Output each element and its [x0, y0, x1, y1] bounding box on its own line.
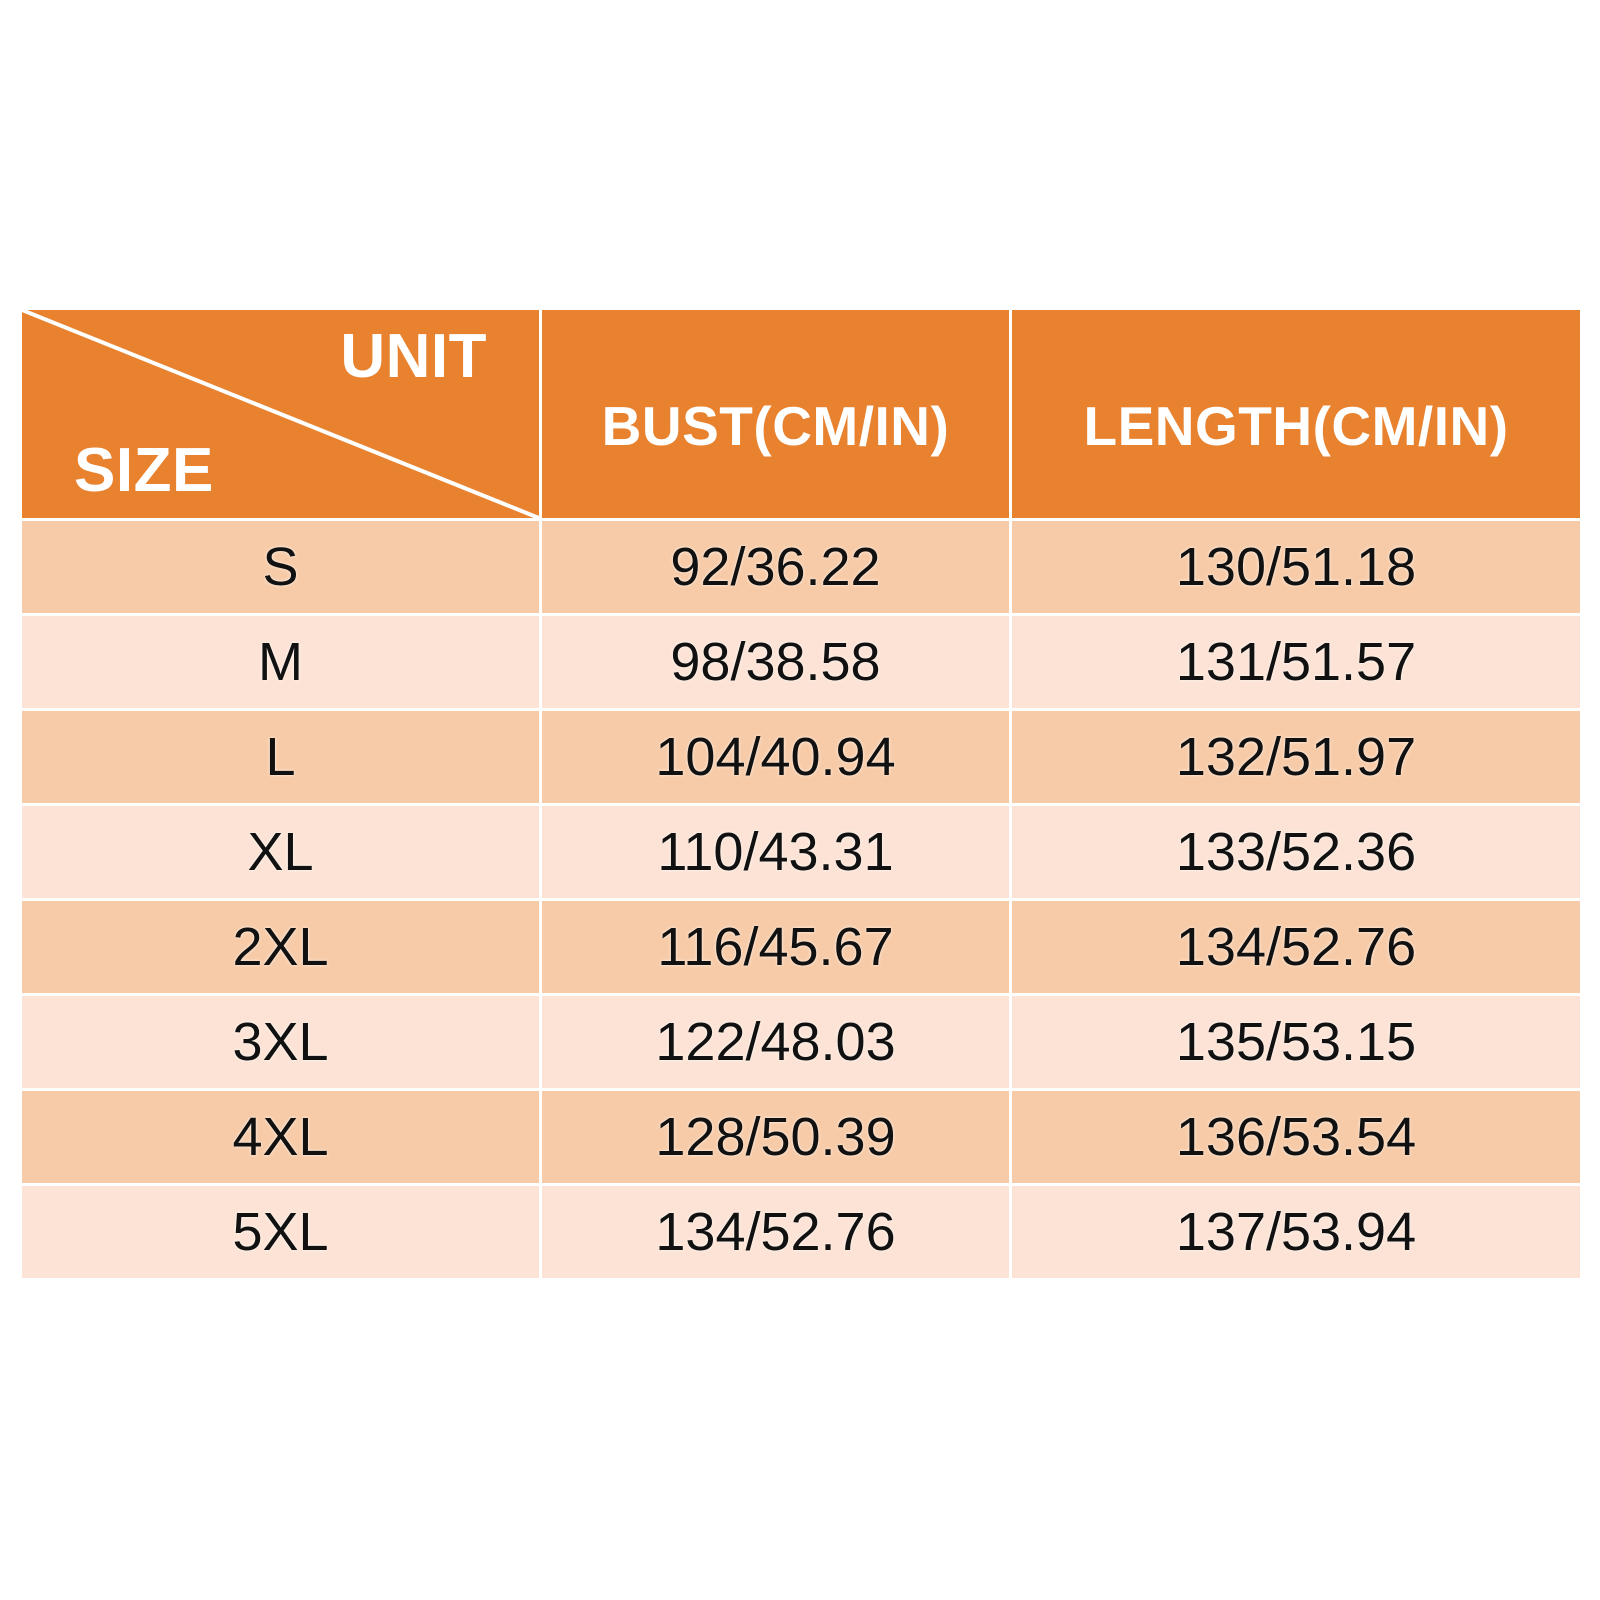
table-row: L 104/40.94 132/51.97	[22, 711, 1580, 806]
cell-size: 3XL	[22, 996, 542, 1091]
bust-value: 110/43.31	[657, 822, 894, 882]
length-value: 137/53.94	[1175, 1202, 1417, 1262]
cell-bust: 116/45.67	[542, 901, 1012, 996]
bust-value: 128/50.39	[655, 1107, 896, 1167]
header-bust-label: BUST(CM/IN)	[601, 394, 950, 457]
length-value: 133/52.36	[1175, 822, 1417, 882]
size-value: M	[258, 632, 303, 692]
size-value: 3XL	[232, 1012, 329, 1072]
size-chart-table: UNIT SIZE BUST(CM/IN) LENGTH(CM/IN) S 92…	[22, 310, 1580, 1278]
cell-length: 136/53.54	[1012, 1091, 1580, 1186]
header-size-label: SIZE	[74, 436, 214, 505]
cell-bust: 104/40.94	[542, 711, 1012, 806]
length-value: 134/52.76	[1175, 917, 1417, 977]
length-value: 135/53.15	[1175, 1012, 1417, 1072]
header-length-label: LENGTH(CM/IN)	[1083, 394, 1509, 457]
bust-value: 98/38.58	[670, 632, 881, 692]
table-row: 2XL 116/45.67 134/52.76	[22, 901, 1580, 996]
bust-value: 116/45.67	[657, 917, 894, 977]
cell-bust: 110/43.31	[542, 806, 1012, 901]
bust-value: 122/48.03	[655, 1012, 896, 1072]
cell-size: L	[22, 711, 542, 806]
cell-size: 5XL	[22, 1186, 542, 1278]
length-value: 130/51.18	[1175, 537, 1417, 597]
cell-bust: 134/52.76	[542, 1186, 1012, 1278]
size-value: L	[265, 727, 296, 787]
length-value: 132/51.97	[1175, 727, 1417, 787]
size-value: 5XL	[232, 1202, 329, 1262]
bust-value: 134/52.76	[655, 1202, 896, 1262]
cell-bust: 122/48.03	[542, 996, 1012, 1091]
size-value: S	[262, 537, 299, 597]
cell-size: XL	[22, 806, 542, 901]
table-row: 5XL 134/52.76 137/53.94	[22, 1186, 1580, 1278]
cell-length: 135/53.15	[1012, 996, 1580, 1091]
cell-size: S	[22, 521, 542, 616]
table-header-row: UNIT SIZE BUST(CM/IN) LENGTH(CM/IN)	[22, 310, 1580, 521]
cell-length: 132/51.97	[1012, 711, 1580, 806]
bust-value: 104/40.94	[655, 727, 896, 787]
table-row: S 92/36.22 130/51.18	[22, 521, 1580, 616]
cell-size: M	[22, 616, 542, 711]
size-value: 4XL	[232, 1107, 329, 1167]
table-row: 3XL 122/48.03 135/53.15	[22, 996, 1580, 1091]
cell-bust: 98/38.58	[542, 616, 1012, 711]
cell-length: 134/52.76	[1012, 901, 1580, 996]
cell-size: 2XL	[22, 901, 542, 996]
cell-length: 131/51.57	[1012, 616, 1580, 711]
header-length-cell: LENGTH(CM/IN)	[1012, 310, 1580, 521]
table-row: 4XL 128/50.39 136/53.54	[22, 1091, 1580, 1186]
cell-length: 133/52.36	[1012, 806, 1580, 901]
cell-bust: 128/50.39	[542, 1091, 1012, 1186]
header-corner-cell: UNIT SIZE	[22, 310, 542, 521]
cell-length: 137/53.94	[1012, 1186, 1580, 1278]
cell-size: 4XL	[22, 1091, 542, 1186]
cell-length: 130/51.18	[1012, 521, 1580, 616]
size-value: 2XL	[232, 917, 329, 977]
length-value: 131/51.57	[1175, 632, 1417, 692]
bust-value: 92/36.22	[670, 537, 881, 597]
table-row: M 98/38.58 131/51.57	[22, 616, 1580, 711]
header-bust-cell: BUST(CM/IN)	[542, 310, 1012, 521]
cell-bust: 92/36.22	[542, 521, 1012, 616]
size-value: XL	[247, 822, 314, 882]
length-value: 136/53.54	[1175, 1107, 1417, 1167]
table-row: XL 110/43.31 133/52.36	[22, 806, 1580, 901]
header-unit-label: UNIT	[340, 322, 487, 391]
